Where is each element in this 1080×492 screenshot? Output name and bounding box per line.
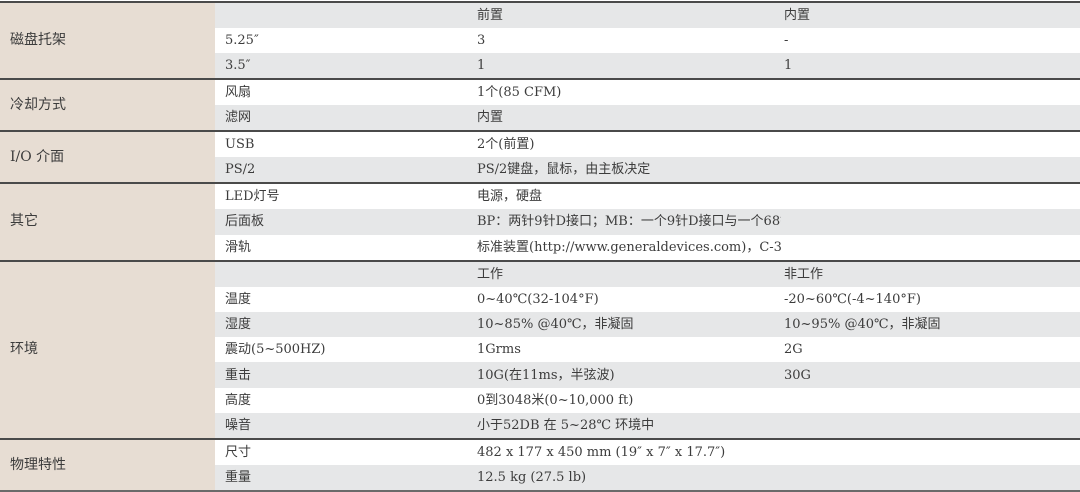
spec-value: 2G [781, 337, 1080, 363]
spec-value [781, 209, 1080, 235]
spec-name: 3.5″ [215, 53, 475, 80]
spec-value: - [781, 28, 1080, 54]
spec-group: 冷却方式 风扇 1个(85 CFM) 滤网 内置 [0, 79, 1080, 132]
spec-value: 12.5 kg (27.5 lb) [475, 465, 781, 492]
table-row: 3.5″ 1 1 [0, 53, 1080, 80]
table-row: 滑轨 标准装置(http://www.generaldevices.com)，C-… [0, 234, 1080, 261]
table-row: 磁盘托架 前置 内置 [0, 2, 1080, 80]
group-label: 物理特性 [0, 439, 215, 492]
spec-name: 高度 [215, 387, 475, 414]
spec-group: 其它 LED灯号 电源，硬盘 后面板 BP：两针9针D接口；MB：一个9针D接口与一个6… [0, 183, 1080, 261]
spec-value [781, 387, 1080, 414]
table-row: 物理特性 尺寸 482 x 177 x 450 mm (19″ x 7″ x 17.… [0, 439, 1080, 492]
spec-name: 滑轨 [215, 234, 475, 261]
spec-value: BP：两针9针D接口；MB：一个9针D接口与一个68针SCSI [475, 209, 781, 235]
spec-value [781, 157, 1080, 184]
spec-value [781, 413, 1080, 440]
group-label: 磁盘托架 [0, 2, 215, 80]
spec-value: 内置 [781, 2, 1080, 28]
table-row: I/O 介面 USB 2个(前置) [0, 131, 1080, 184]
spec-value [781, 131, 1080, 158]
group-label: 其它 [0, 183, 215, 261]
spec-value: 2个(前置) [475, 131, 781, 158]
table-row: 高度 0到3048米(0~10,000 ft) [0, 387, 1080, 414]
spec-name: 5.25″ [215, 28, 475, 54]
spec-name [215, 2, 475, 28]
spec-group: I/O 介面 USB 2个(前置) PS/2 PS/2键盘，鼠标，由主板决定 [0, 131, 1080, 184]
spec-name: 重击 [215, 362, 475, 388]
spec-name: 噪音 [215, 413, 475, 440]
spec-value: 1 [781, 53, 1080, 80]
spec-name: 风扇 [215, 79, 475, 106]
spec-value [781, 465, 1080, 492]
spec-value: 10~95% @40℃，非凝固 [781, 311, 1080, 338]
spec-value: 3 [475, 28, 781, 54]
group-label: I/O 介面 [0, 131, 215, 184]
table-row: 5.25″ 3- [0, 28, 1080, 54]
spec-name: LED灯号 [215, 183, 475, 210]
group-label: 冷却方式 [0, 79, 215, 132]
table-row: 震动(5~500HZ) 1Grms 2G [0, 337, 1080, 363]
table-row: 重击 10G(在11ms，半弦波) 30G [0, 362, 1080, 388]
table-row: 湿度 10~85% @40℃，非凝固 10~95% @40℃，非凝固 [0, 311, 1080, 338]
table-row: 噪音 小于52DB 在 5~28℃ 环境中 [0, 413, 1080, 440]
table-row: 冷却方式 风扇 1个(85 CFM) [0, 79, 1080, 132]
spec-value: 标准装置(http://www.generaldevices.com)，C-30… [475, 234, 781, 261]
table-row: 滤网 内置 [0, 105, 1080, 132]
table-row: 其它 LED灯号 电源，硬盘 [0, 183, 1080, 261]
spec-group: 磁盘托架 前置 内置 5.25″ 3-3.5″ 1 1 [0, 2, 1080, 80]
spec-group: 环境 工作 非工作 温度 0~40℃(32-104°F) -20~60℃(-4~140°F… [0, 260, 1080, 440]
spec-value: -20~60℃(-4~140°F) [781, 286, 1080, 312]
spec-value: 10G(在11ms，半弦波) [475, 362, 781, 388]
table-row: PS/2 PS/2键盘，鼠标，由主板决定 [0, 157, 1080, 184]
spec-value [781, 439, 1080, 466]
spec-value: PS/2键盘，鼠标，由主板决定 [475, 157, 781, 184]
table-row: 环境 工作 非工作 [0, 260, 1080, 440]
spec-value: 0~40℃(32-104°F) [475, 286, 781, 312]
spec-name: 尺寸 [215, 439, 475, 466]
spec-value: 小于52DB 在 5~28℃ 环境中 [475, 413, 781, 440]
spec-name: USB [215, 131, 475, 158]
spec-value: 482 x 177 x 450 mm (19″ x 7″ x 17.7″) [475, 439, 781, 466]
spec-value: 0到3048米(0~10,000 ft) [475, 387, 781, 414]
spec-value: 10~85% @40℃，非凝固 [475, 311, 781, 338]
spec-value: 前置 [475, 2, 781, 28]
spec-value: 电源，硬盘 [475, 183, 781, 210]
spec-value [781, 234, 1080, 261]
spec-value: 1个(85 CFM) [475, 79, 781, 106]
spec-name: 温度 [215, 286, 475, 312]
spec-value [781, 79, 1080, 106]
table-row: 重量 12.5 kg (27.5 lb) [0, 465, 1080, 492]
spec-value: 1 [475, 53, 781, 80]
spec-name: 滤网 [215, 105, 475, 132]
spec-name: 重量 [215, 465, 475, 492]
spec-value: 工作 [475, 260, 781, 287]
spec-name: 震动(5~500HZ) [215, 337, 475, 363]
spec-value: 内置 [475, 105, 781, 132]
spec-value [781, 105, 1080, 132]
group-label: 环境 [0, 260, 215, 440]
spec-name [215, 260, 475, 287]
spec-value: 非工作 [781, 260, 1080, 287]
spec-value [781, 183, 1080, 210]
spec-value: 1Grms [475, 337, 781, 363]
spec-name: 湿度 [215, 311, 475, 338]
spec-value: 30G [781, 362, 1080, 388]
table-row: 温度 0~40℃(32-104°F) -20~60℃(-4~140°F) [0, 286, 1080, 312]
spec-name: PS/2 [215, 157, 475, 184]
spec-name: 后面板 [215, 209, 475, 235]
spec-group: 物理特性 尺寸 482 x 177 x 450 mm (19″ x 7″ x 17.… [0, 439, 1080, 492]
